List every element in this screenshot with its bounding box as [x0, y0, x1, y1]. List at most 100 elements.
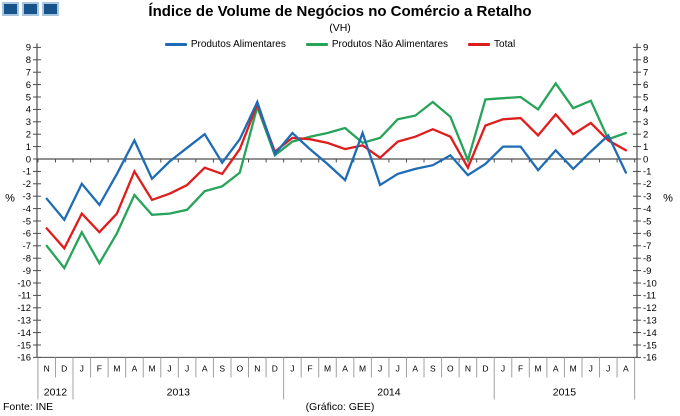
y-tick-label-left: -7: [23, 241, 31, 252]
logo-square: [2, 2, 19, 16]
x-tick-label-month: D: [482, 363, 488, 373]
y-tick-label-left: -11: [18, 291, 31, 302]
logo: [2, 2, 59, 16]
x-tick-label-month: S: [430, 363, 436, 373]
logo-square: [42, 2, 59, 16]
y-tick-label-left: 3: [26, 117, 31, 128]
x-tick-label-month: M: [113, 363, 120, 373]
y-axis-unit-right: %: [663, 193, 673, 205]
y-tick-label-right: -10: [643, 278, 657, 289]
x-tick-label-month: M: [535, 363, 542, 373]
x-tick-label-year: 2015: [553, 386, 577, 398]
y-tick-label-right: -13: [643, 316, 657, 327]
legend-label: Produtos Alimentares: [190, 39, 286, 50]
series-line-produtos-alimentares: [45, 98, 628, 222]
x-tick-label-month: J: [167, 363, 171, 373]
x-tick-label-month: A: [342, 363, 348, 373]
x-tick-label-month: J: [606, 363, 610, 373]
x-tick-label-month: N: [465, 363, 471, 373]
x-tick-label-month: A: [623, 363, 629, 373]
legend-label: Total: [494, 39, 516, 50]
y-tick-label-left: 2: [26, 130, 31, 141]
legend-label: Produtos Não Alimentares: [331, 39, 449, 50]
y-tick-label-right: -2: [643, 179, 651, 190]
x-tick-label-year: 2013: [167, 386, 191, 398]
x-tick-label-month: M: [324, 363, 331, 373]
y-tick-label-right: 5: [643, 92, 648, 103]
y-tick-label-left: -14: [17, 328, 31, 339]
legend-item-produtos-nao-alimentares: Produtos Não Alimentares: [305, 39, 449, 50]
x-tick-label-month: J: [589, 363, 593, 373]
y-tick-label-left: 1: [26, 142, 31, 153]
x-tick-label-month: D: [272, 363, 278, 373]
y-tick-label-right: -16: [643, 353, 657, 364]
y-tick-label-left: -6: [23, 229, 31, 240]
y-tick-label-left: -1: [23, 167, 31, 178]
x-tick-label-month: N: [254, 363, 260, 373]
series-line-total: [45, 101, 628, 251]
y-tick-label-left: 4: [26, 105, 31, 116]
y-tick-label-right: -6: [643, 229, 651, 240]
x-tick-label-month: M: [148, 363, 155, 373]
x-tick-label-month: J: [378, 363, 382, 373]
y-tick-label-left: -16: [17, 353, 31, 364]
legend: Produtos Alimentares Produtos Não Alimen…: [0, 39, 680, 50]
x-tick-label-year: 2012: [44, 386, 68, 398]
x-tick-label-month: O: [236, 363, 243, 373]
x-tick-label-month: M: [570, 363, 577, 373]
x-tick-label-month: J: [185, 363, 189, 373]
legend-item-produtos-alimentares: Produtos Alimentares: [164, 39, 286, 50]
y-tick-label-left: 0: [26, 154, 31, 165]
x-tick-label-month: D: [61, 363, 67, 373]
y-tick-label-right: -1: [643, 167, 651, 178]
y-tick-label-left: -12: [17, 303, 31, 314]
y-tick-label-left: 7: [26, 68, 31, 79]
logo-square: [22, 2, 39, 16]
x-tick-label-month: J: [501, 363, 505, 373]
x-tick-label-month: J: [396, 363, 400, 373]
x-tick-label-month: F: [97, 363, 102, 373]
x-tick-label-month: M: [359, 363, 366, 373]
y-tick-label-right: -8: [643, 254, 651, 265]
y-tick-label-right: -15: [643, 340, 657, 351]
y-tick-label-right: 7: [643, 68, 648, 79]
x-tick-label-month: O: [447, 363, 454, 373]
y-tick-label-left: -5: [23, 216, 31, 227]
series-line-produtos-nao-alimentares: [45, 81, 628, 271]
y-tick-label-left: -4: [23, 204, 31, 215]
y-tick-label-right: 6: [643, 80, 648, 91]
legend-line-swatch-blue: [164, 43, 187, 46]
x-tick-label-month: J: [290, 363, 294, 373]
y-tick-label-left: -15: [17, 340, 31, 351]
y-tick-label-left: -9: [23, 266, 31, 277]
legend-line-swatch-green: [305, 43, 328, 46]
y-tick-label-left: 5: [26, 92, 31, 103]
y-tick-label-left: 9: [26, 43, 31, 54]
y-tick-label-left: -2: [23, 179, 31, 190]
y-tick-label-left: 8: [26, 55, 31, 66]
x-tick-label-month: N: [44, 363, 50, 373]
y-tick-label-right: 2: [643, 130, 648, 141]
x-tick-label-month: A: [132, 363, 138, 373]
y-tick-label-left: -13: [17, 316, 31, 327]
y-axis-unit-left: %: [5, 193, 15, 205]
y-tick-label-right: -9: [643, 266, 651, 277]
x-tick-label-month: A: [412, 363, 418, 373]
chart-title: Índice de Volume de Negócios no Comércio…: [148, 3, 532, 20]
y-tick-label-right: 9: [643, 43, 648, 54]
source-note: Fonte: INE: [3, 401, 54, 413]
y-tick-label-right: -14: [643, 328, 657, 339]
chart-subtitle: (VH): [329, 22, 351, 34]
y-tick-label-right: -11: [643, 291, 656, 302]
y-tick-label-left: 6: [26, 80, 31, 91]
x-tick-label-month: F: [518, 363, 523, 373]
legend-item-total: Total: [468, 39, 515, 50]
y-tick-label-right: -3: [643, 192, 651, 203]
x-tick-label-year: 2014: [377, 386, 401, 398]
y-tick-label-right: 4: [643, 105, 648, 116]
y-tick-label-right: -7: [643, 241, 651, 252]
y-tick-label-right: 0: [643, 154, 648, 165]
x-tick-label-month: S: [219, 363, 225, 373]
y-tick-label-left: -3: [23, 192, 31, 203]
